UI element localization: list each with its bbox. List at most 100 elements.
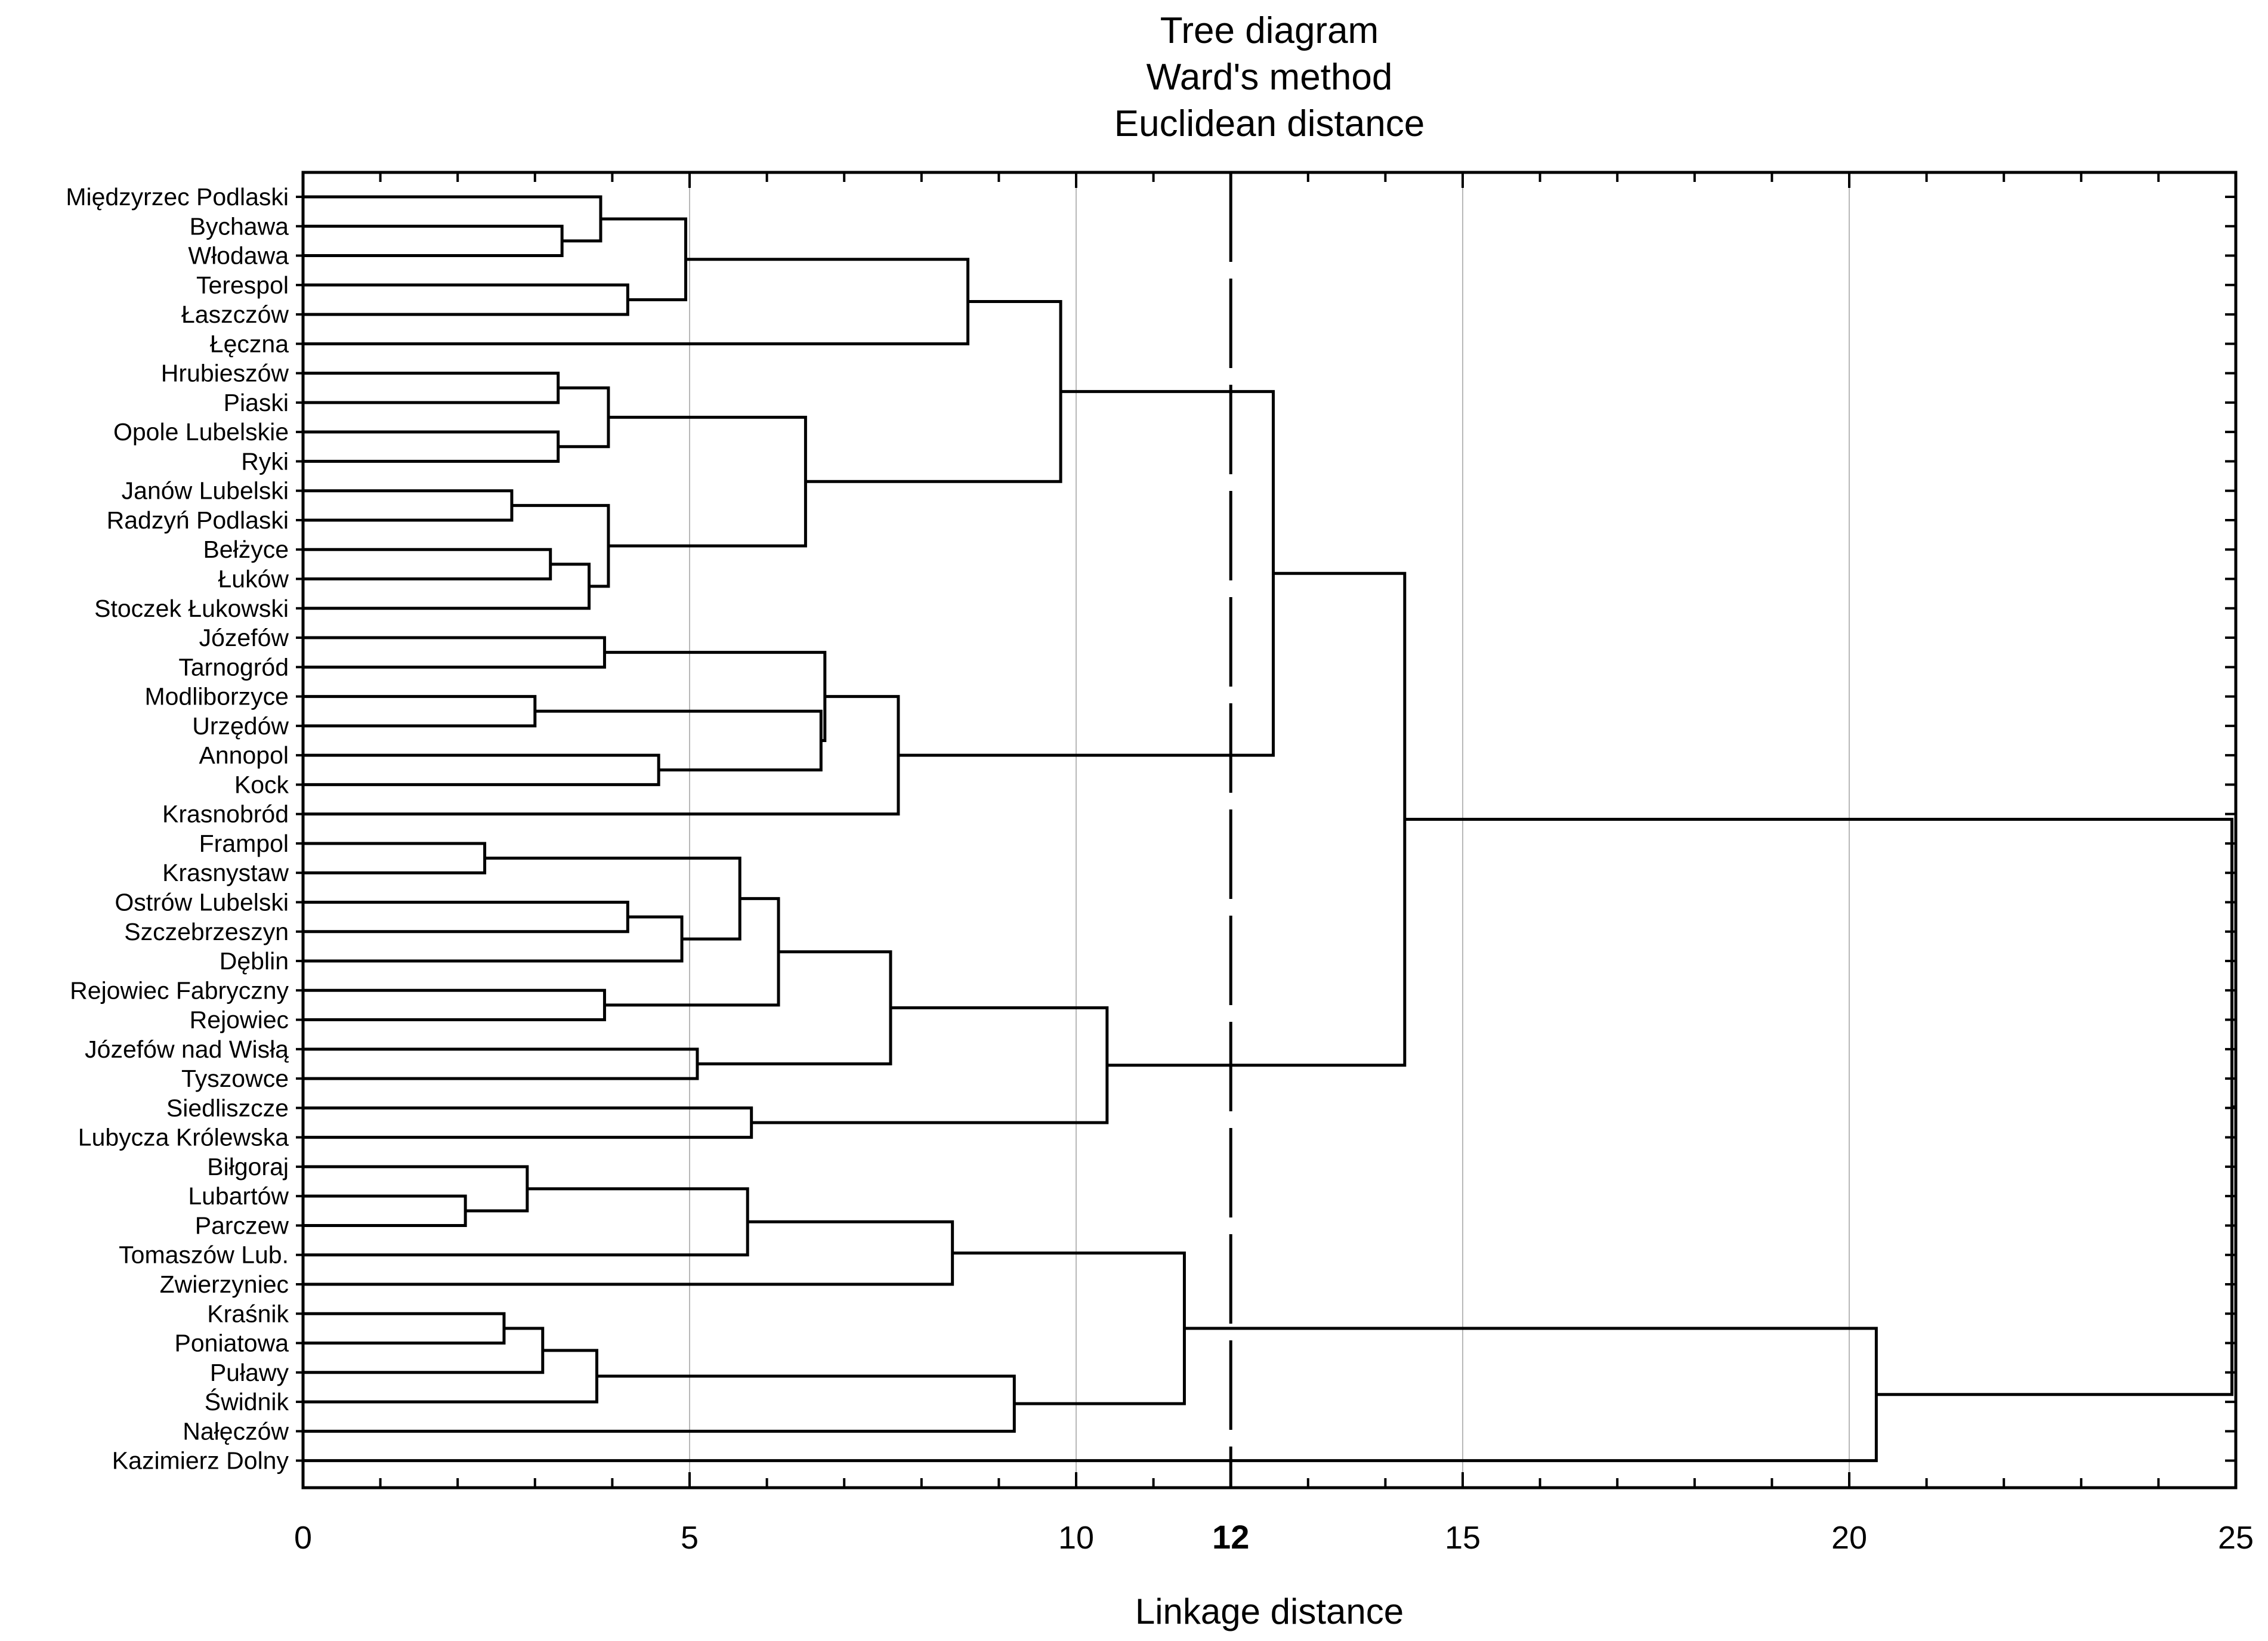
leaf-label-39: Poniatowa [175, 1330, 289, 1357]
leaf-label-22: Frampol [199, 830, 289, 857]
link-c21 [898, 390, 1275, 757]
leaf-label-16: Tarnogród [178, 653, 289, 681]
grid-lines [689, 172, 1850, 1488]
link-c1 [303, 224, 564, 258]
title-line-3: Euclidean distance [1114, 103, 1425, 144]
leaf-label-27: Rejowiec Fabryczny [70, 976, 289, 1004]
leaf-label-40: Puławy [210, 1359, 289, 1386]
link-c39 [303, 1349, 598, 1404]
link-c15 [303, 636, 606, 669]
x-tick-label-15: 15 [1445, 1520, 1481, 1556]
link-c18 [534, 709, 823, 772]
leaf-label-5: Łęczna [210, 330, 289, 357]
link-c32 [1107, 571, 1407, 1067]
link-c38 [303, 1327, 545, 1374]
leaf-label-26: Dęblin [220, 947, 289, 975]
link-c17 [303, 753, 660, 786]
link-c12 [511, 503, 610, 588]
title-line-2: Ward's method [1147, 57, 1393, 98]
leaf-label-30: Tyszowce [181, 1065, 289, 1092]
leaf-label-13: Łuków [218, 565, 289, 593]
link-c9 [303, 489, 514, 522]
leaf-label-8: Opole Lubelskie [113, 418, 289, 446]
plot-frame [296, 171, 2238, 1489]
link-c6 [303, 372, 560, 404]
link-c16 [303, 695, 537, 728]
leaf-label-6: Hrubieszów [161, 360, 289, 387]
plot-border [301, 171, 2238, 1489]
leaf-label-18: Urzędów [192, 712, 289, 740]
leaf-label-9: Ryki [241, 447, 289, 475]
leaf-label-15: Józefów [199, 624, 289, 651]
link-c3 [303, 283, 629, 316]
link-c30 [303, 1106, 753, 1139]
link-c26 [303, 988, 606, 1022]
leaf-label-23: Krasnystaw [162, 859, 289, 886]
leaf-labels: Międzyrzec PodlaskiBychawaWłodawaTerespo… [66, 183, 289, 1475]
link-c5 [303, 258, 970, 345]
link-c41 [952, 1251, 1186, 1405]
link-c4 [600, 217, 688, 301]
link-c27 [604, 897, 780, 1007]
leaf-label-36: Tomaszów Lub. [119, 1241, 289, 1269]
leaf-label-4: Łaszczów [181, 301, 289, 328]
leaf-label-37: Zwierzyniec [160, 1271, 289, 1298]
link-c28 [303, 1047, 699, 1080]
leaf-label-2: Włodawa [188, 242, 289, 270]
x-tick-label-12: 12 [1212, 1518, 1249, 1556]
leaf-label-7: Piaski [224, 389, 289, 416]
leaf-label-32: Lubycza Królewska [78, 1124, 289, 1151]
x-axis-ticks: 0 5 10 12 15 20 25 [294, 1518, 2254, 1556]
link-c19 [604, 651, 827, 742]
leaf-label-3: Terespol [196, 271, 289, 299]
x-tick-label-20: 20 [1831, 1520, 1867, 1556]
link-c25 [484, 857, 741, 941]
link-c10 [303, 548, 552, 581]
title-line-1: Tree diagram [1160, 10, 1379, 51]
link-c42 [303, 1327, 1878, 1463]
x-axis-label: Linkage distance [1135, 1591, 1404, 1631]
link-c14 [805, 300, 1062, 483]
link-c36 [303, 1220, 954, 1286]
link-c2 [303, 195, 602, 243]
leaf-label-42: Nałęczów [183, 1417, 289, 1445]
leaf-label-35: Parczew [195, 1212, 289, 1239]
link-c8 [558, 386, 610, 449]
link-c43 [1404, 818, 2234, 1396]
x-tick-label-25: 25 [2218, 1520, 2254, 1556]
link-c24 [303, 915, 684, 963]
leaf-label-17: Modliborzyce [144, 683, 289, 710]
leaf-label-20: Kock [234, 771, 289, 798]
link-c11 [303, 563, 591, 610]
leaf-label-21: Krasnobród [162, 801, 289, 828]
leaf-label-10: Janów Lubelski [122, 477, 289, 505]
link-c7 [303, 430, 560, 463]
leaf-label-12: Bełżyce [203, 536, 289, 563]
link-c40 [303, 1374, 1016, 1433]
leaf-label-41: Świdnik [205, 1388, 289, 1416]
link-c34 [303, 1165, 529, 1213]
leaf-label-0: Międzyrzec Podlaski [66, 183, 289, 211]
leaf-label-38: Kraśnik [207, 1300, 289, 1327]
leaf-label-43: Kazimierz Dolny [112, 1447, 289, 1475]
leaf-label-28: Rejowiec [190, 1006, 289, 1034]
link-c22 [303, 842, 487, 874]
chart-title: Tree diagram Ward's method Euclidean dista… [1114, 10, 1425, 144]
leaf-label-11: Radzyń Podlaski [107, 506, 289, 534]
x-tick-label-10: 10 [1058, 1520, 1094, 1556]
x-tick-label-5: 5 [681, 1520, 699, 1556]
leaf-label-25: Szczebrzeszyn [124, 918, 289, 945]
link-c33 [303, 1194, 467, 1227]
leaf-label-1: Bychawa [190, 212, 289, 240]
link-c35 [303, 1187, 749, 1257]
x-tick-label-0: 0 [294, 1520, 312, 1556]
leaf-label-29: Józefów nad Wisłą [85, 1036, 289, 1063]
leaf-label-33: Biłgoraj [207, 1153, 289, 1180]
leaf-label-24: Ostrów Lubelski [115, 888, 289, 916]
leaf-label-19: Annopol [199, 741, 289, 769]
leaf-label-31: Siedliszcze [166, 1094, 289, 1121]
leaf-label-14: Stoczek Łukowski [94, 595, 289, 622]
leaf-label-34: Lubartów [188, 1182, 289, 1210]
link-c13 [608, 416, 807, 548]
